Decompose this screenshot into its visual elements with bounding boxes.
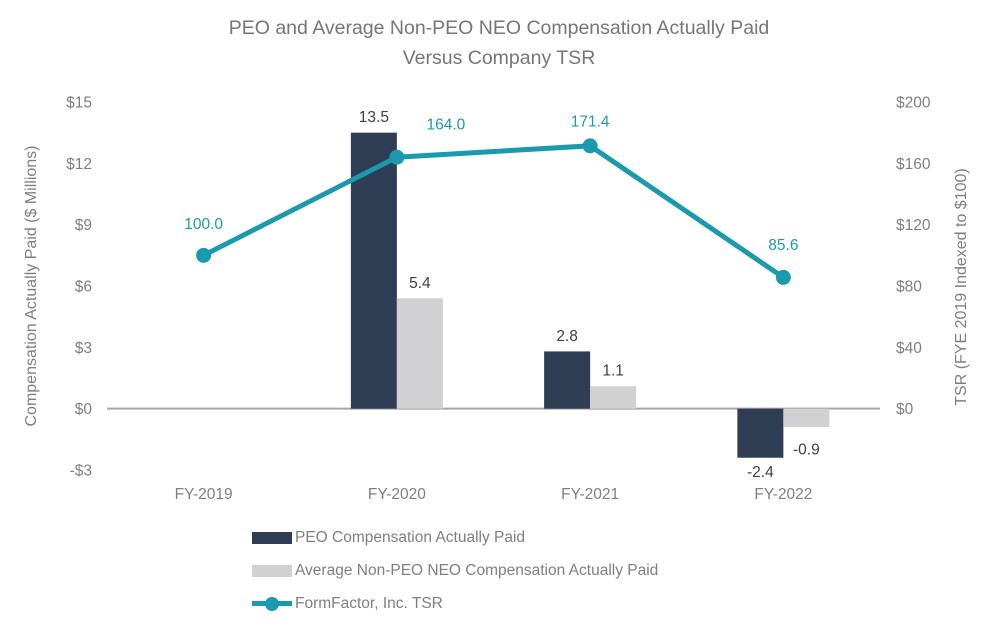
tsr-line-swatch-icon: [252, 596, 292, 611]
bar-value-label: 1.1: [602, 363, 624, 380]
legend-item-tsr: FormFactor, Inc. TSR: [252, 587, 658, 620]
chart-title-line2: Versus Company TSR: [402, 47, 596, 69]
y-tick-label-left: $12: [66, 156, 92, 173]
bar-value-label: -0.9: [793, 442, 820, 459]
x-tick-label: FY-2019: [175, 486, 233, 503]
legend-item-peo: PEO Compensation Actually Paid: [252, 521, 658, 554]
y-tick-label-left: $6: [75, 279, 92, 296]
bar-peo: [350, 132, 397, 409]
tsr-marker-icon: [265, 596, 279, 611]
x-tick-label: FY-2021: [561, 486, 619, 503]
chart-title: PEO and Average Non-PEO NEO Compensation…: [0, 13, 998, 73]
bar-value-label: -2.4: [747, 464, 774, 481]
y-tick-label-left: $0: [75, 401, 93, 418]
y-tick-label-right: $40: [896, 340, 922, 357]
legend-label-nonpeo: Average Non-PEO NEO Compensation Actuall…: [295, 561, 659, 579]
bar-value-label: 13.5: [359, 109, 389, 126]
tsr-value-label: 164.0: [426, 117, 465, 134]
legend-label-tsr: FormFactor, Inc. TSR: [295, 594, 443, 612]
y-tick-label-left: $9: [75, 217, 92, 234]
y-tick-label-left: $3: [75, 340, 92, 357]
peo-bar-swatch-icon: [252, 531, 292, 544]
tsr-point: [582, 138, 598, 154]
y-tick-label-right: $160: [896, 156, 931, 173]
y-tick-label-right: $80: [896, 279, 922, 296]
nonpeo-bar-swatch-icon: [252, 564, 292, 577]
legend-item-nonpeo: Average Non-PEO NEO Compensation Actuall…: [252, 554, 658, 587]
bar-nonpeo: [396, 298, 443, 409]
tsr-value-label: 85.6: [768, 237, 798, 254]
tsr-value-label: 100.0: [184, 216, 223, 233]
tsr-line: [202, 143, 785, 280]
tsr-value-label: 171.4: [571, 113, 610, 130]
legend-label-peo: PEO Compensation Actually Paid: [295, 528, 526, 546]
bar-peo: [544, 351, 591, 409]
bar-value-label: 5.4: [409, 275, 431, 292]
bar-nonpeo: [783, 408, 830, 428]
chart-title-line1: PEO and Average Non-PEO NEO Compensation…: [228, 17, 770, 39]
tsr-point: [196, 247, 212, 263]
bar-nonpeo: [590, 386, 637, 409]
legend: PEO Compensation Actually Paid Average N…: [252, 521, 658, 620]
bar-value-label: 2.8: [556, 328, 578, 345]
y-tick-label-left: $15: [66, 95, 92, 112]
x-tick-label: FY-2022: [754, 486, 812, 503]
y-tick-label-right: $120: [896, 217, 931, 234]
y-tick-label-right: $200: [896, 95, 931, 112]
y-tick-label-left: -$3: [70, 463, 92, 480]
y-tick-label-right: $0: [896, 401, 914, 418]
tsr-point: [389, 149, 405, 165]
bar-peo: [737, 408, 784, 458]
x-tick-label: FY-2020: [368, 486, 426, 503]
tsr-point: [775, 269, 791, 285]
